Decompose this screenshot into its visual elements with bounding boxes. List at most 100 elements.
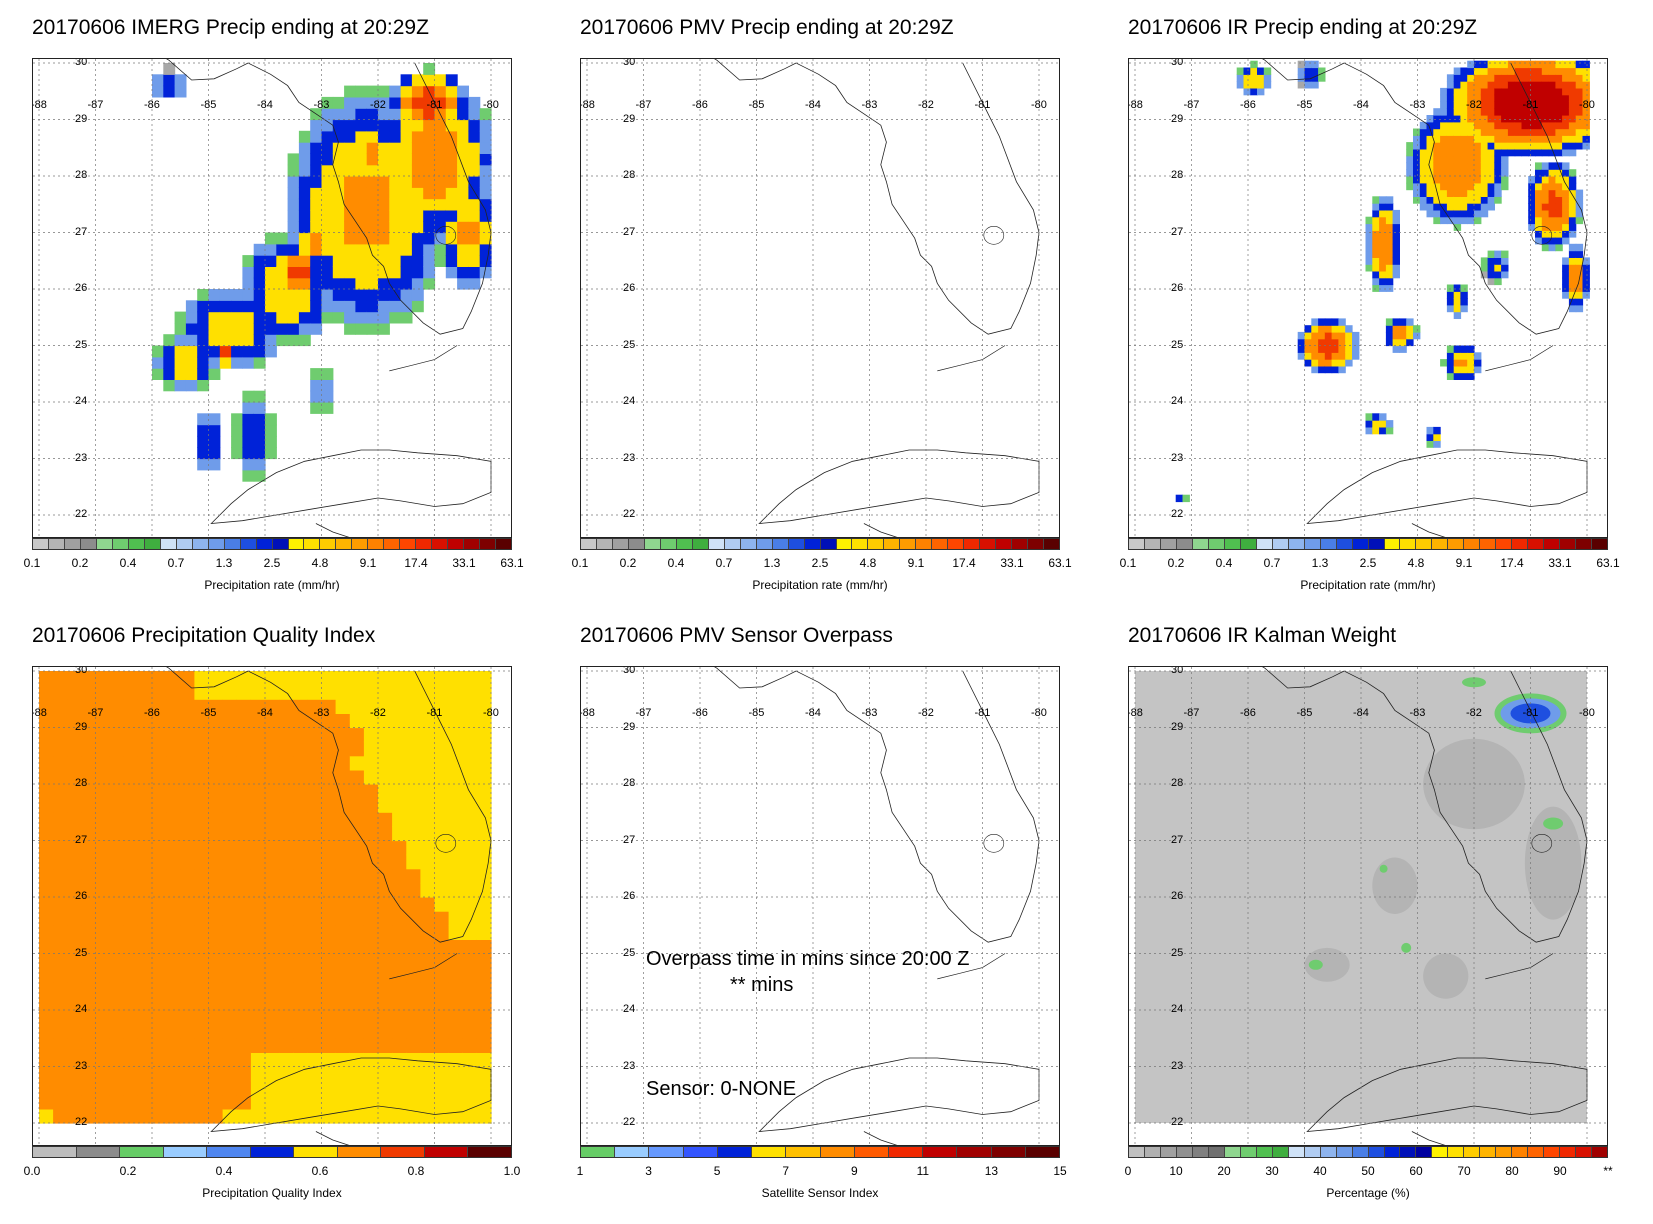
colorbar-segment (1592, 1147, 1608, 1157)
colorbar-segment (1288, 539, 1305, 549)
lon-label: -80 (1031, 99, 1047, 111)
colorbar-segment (1044, 539, 1060, 549)
colorbar-segment (1528, 539, 1545, 549)
colorbar-segment (208, 539, 225, 549)
colorbar-segment (660, 539, 677, 549)
lon-label: -87 (635, 707, 652, 719)
lon-label: -85 (1296, 707, 1313, 719)
colorbar-title: Satellite Sensor Index (761, 1186, 879, 1200)
colorbar-tick-label: 33.1 (452, 556, 476, 570)
colorbar (1128, 538, 1608, 550)
colorbar-segment (852, 539, 869, 549)
colorbar-segment (964, 539, 981, 549)
lat-label: 24 (623, 395, 636, 407)
colorbar-segment (1176, 539, 1193, 549)
colorbar-segment (1224, 1147, 1241, 1157)
lat-label: 26 (1171, 890, 1184, 902)
lon-label: -80 (1579, 99, 1595, 111)
map-canvas (1129, 59, 1607, 537)
colorbar-segment (64, 539, 81, 549)
colorbar-tick-label: 3 (645, 1164, 652, 1178)
lon-label: -84 (1353, 707, 1369, 719)
colorbar-segment (683, 1147, 718, 1157)
lat-label: 27 (75, 833, 88, 846)
lon-label: -80 (1031, 707, 1047, 719)
colorbar-segment (1144, 1147, 1161, 1157)
colorbar-tick-label: 15 (1053, 1164, 1067, 1178)
lon-label: -84 (805, 99, 821, 111)
colorbar-segment (1028, 539, 1045, 549)
lon-label: -84 (1353, 99, 1369, 111)
lon-label: -83 (313, 707, 330, 719)
lon-label: -83 (861, 707, 878, 719)
colorbar-segment (1592, 539, 1608, 549)
colorbar-segment (1208, 1147, 1225, 1157)
lon-label: -80 (483, 707, 499, 719)
colorbar-segment (1320, 1147, 1337, 1157)
lat-label: 24 (75, 1003, 88, 1015)
lon-label: -88 (32, 99, 47, 111)
overpass-mins-text: ** mins (730, 974, 794, 996)
colorbar-segment (1560, 539, 1577, 549)
lon-label: -88 (1128, 707, 1143, 719)
colorbar-segment (1352, 539, 1369, 549)
colorbar-segment (76, 1147, 121, 1157)
panel-title: 20170606 IR Precip ending at 20:29Z (1128, 16, 1478, 39)
lat-label: 25 (1171, 338, 1184, 351)
lon-label: -83 (1409, 707, 1426, 719)
lat-label: 24 (623, 1003, 636, 1015)
lon-label: -83 (313, 99, 330, 111)
panel-pmv-precip: 20170606 PMV Precip ending at 20:29Z 30 2… (572, 16, 1120, 616)
lon-label: -85 (200, 707, 217, 719)
lon-label: -83 (1409, 99, 1426, 111)
colorbar-tick-label: 2.5 (811, 556, 829, 570)
lon-label: -86 (1240, 707, 1256, 719)
colorbar-tick-label: 2.5 (263, 556, 281, 570)
colorbar-segment (854, 1147, 889, 1157)
colorbar-segment (250, 1147, 295, 1157)
colorbar-title: Precipitation Quality Index (202, 1186, 342, 1200)
lat-label: 28 (1171, 169, 1184, 181)
colorbar-segment (1129, 539, 1145, 549)
colorbar-segment (424, 1147, 469, 1157)
colorbar-segment (888, 1147, 924, 1157)
lat-label: 29 (1171, 112, 1184, 125)
colorbar-segment (1400, 1147, 1417, 1157)
lat-label: 23 (1171, 1059, 1184, 1072)
colorbar-segment (923, 1147, 958, 1157)
colorbar-segment (1528, 1147, 1545, 1157)
colorbar-segment (1384, 1147, 1401, 1157)
colorbar-segment (1256, 539, 1273, 549)
colorbar-segment (448, 539, 465, 549)
lat-label: 29 (75, 112, 88, 125)
colorbar-segment (1448, 1147, 1465, 1157)
lon-label: -81 (974, 707, 991, 719)
lon-label: -87 (1183, 99, 1200, 111)
colorbar-segment (1544, 539, 1561, 549)
colorbar-tick-label: 13 (984, 1164, 999, 1178)
map-canvas (33, 59, 511, 537)
colorbar-segment (1432, 539, 1449, 549)
lat-label: 26 (75, 890, 88, 902)
colorbar-tick-label: 60 (1409, 1164, 1423, 1178)
colorbar-segment (1432, 1147, 1449, 1157)
colorbar-segment (991, 1147, 1026, 1157)
colorbar-segment (1416, 1147, 1433, 1157)
colorbar-tick-label: 4.8 (859, 556, 877, 570)
lat-label: 28 (75, 169, 88, 181)
lon-label: -82 (1466, 99, 1482, 111)
lat-label: 30 (623, 666, 636, 676)
colorbar (32, 1146, 512, 1158)
colorbar-segment (400, 539, 417, 549)
colorbar-segment (1368, 1147, 1385, 1157)
lon-label: -87 (87, 707, 104, 719)
map-kalman: 30 29 28 27 26 25 24 23 22 -88 -87 -86 -85 -84 -83 -82 -… (1128, 666, 1608, 1146)
colorbar-tick-label: 0.1 (571, 556, 589, 570)
colorbar-segment (1480, 539, 1497, 549)
lon-label: -83 (861, 99, 878, 111)
lon-label: -88 (580, 99, 595, 111)
colorbar-segment (948, 539, 965, 549)
colorbar-segment (596, 539, 613, 549)
lon-label: -81 (426, 707, 443, 719)
colorbar (1128, 1146, 1608, 1158)
